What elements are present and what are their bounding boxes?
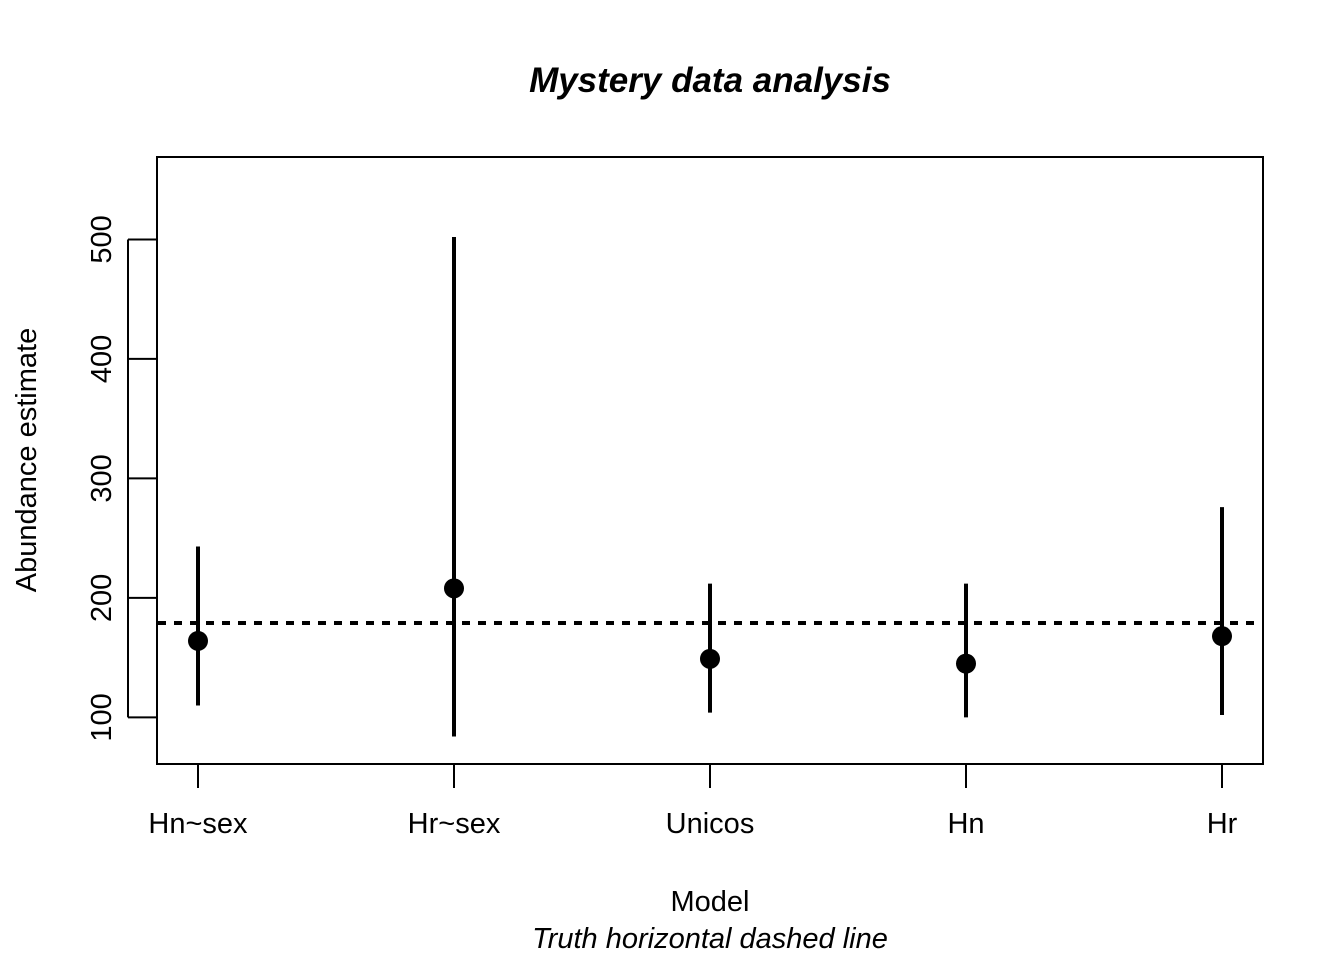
estimate-point <box>1212 626 1232 647</box>
estimates-series <box>188 237 1232 737</box>
x-axis-label: Model <box>671 886 750 918</box>
x-tick-label: Hn <box>947 808 984 840</box>
x-axis: Hn~sex Hr~sex Unicos Hn Hr <box>148 763 1238 840</box>
x-tick-label: Hr~sex <box>408 808 501 840</box>
y-tick-label: 500 <box>86 215 118 263</box>
y-tick-label: 200 <box>86 574 118 622</box>
y-axis-label: Abundance estimate <box>11 328 43 592</box>
y-tick-label: 400 <box>86 335 118 383</box>
estimate-point <box>444 578 464 599</box>
estimate-point <box>956 653 976 674</box>
x-tick-label: Hr <box>1207 808 1238 840</box>
y-tick-label: 100 <box>86 693 118 741</box>
y-axis: 100 200 300 400 500 <box>86 215 157 742</box>
x-tick-label: Hn~sex <box>148 808 248 840</box>
y-tick-label: 300 <box>86 454 118 502</box>
x-tick-label: Unicos <box>666 808 755 840</box>
chart-title: Mystery data analysis <box>529 61 891 100</box>
estimate-point <box>188 630 208 651</box>
estimate-point <box>700 648 720 669</box>
chart-subtitle: Truth horizontal dashed line <box>532 923 888 955</box>
